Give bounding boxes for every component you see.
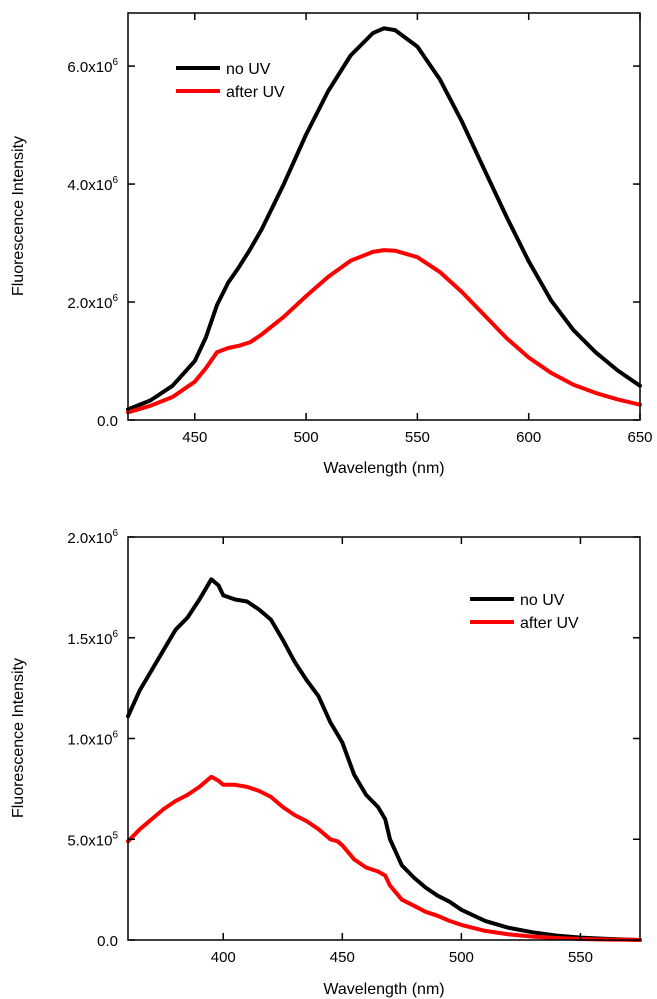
chart-top: Wavelength (nm) Fluorescence Intensity n… — [10, 12, 653, 477]
x-tick-label: 400 — [211, 949, 236, 966]
legend-label-no-uv: no UV — [226, 61, 271, 78]
x-tick-label: 550 — [405, 429, 430, 446]
x-tick-label: 500 — [449, 949, 474, 966]
y-tick-label: 4.0x106 — [67, 175, 118, 194]
legend-label-after-uv: after UV — [226, 84, 285, 101]
plot-frame — [127, 12, 641, 421]
series-line-after-uv — [126, 774, 642, 942]
x-tick-label: 550 — [568, 949, 593, 966]
legend: no UV after UV — [470, 592, 579, 632]
x-axis-title: Wavelength (nm) — [323, 981, 444, 998]
series-line-after-uv — [126, 248, 642, 415]
y-tick-label: 1.0x106 — [67, 730, 118, 749]
chart-bottom: Wavelength (nm) Fluorescence Intensity n… — [10, 528, 642, 998]
x-tick-label: 600 — [516, 429, 541, 446]
x-tick-label: 650 — [627, 429, 652, 446]
y-tick-label: 5.0x105 — [67, 830, 118, 849]
y-tick-label: 2.0x106 — [67, 528, 118, 547]
y-tick-label: 0.0 — [97, 413, 118, 430]
y-tick-label: 1.5x106 — [67, 629, 118, 648]
y-tick-label: 6.0x106 — [67, 57, 118, 76]
y-tick-label: 0.0 — [97, 933, 118, 950]
x-axis-title: Wavelength (nm) — [323, 460, 444, 477]
series-line-no-uv — [126, 577, 642, 942]
y-tick-label: 2.0x106 — [67, 293, 118, 312]
legend-label-after-uv: after UV — [520, 615, 579, 632]
y-axis-title: Fluorescence Intensity — [10, 136, 27, 296]
y-axis-title: Fluorescence Intensity — [10, 658, 27, 818]
legend-label-no-uv: no UV — [520, 592, 565, 609]
legend: no UV after UV — [176, 61, 285, 101]
x-tick-label: 450 — [182, 429, 207, 446]
series-line-no-uv — [126, 26, 642, 412]
x-tick-label: 500 — [294, 429, 319, 446]
x-tick-label: 450 — [330, 949, 355, 966]
